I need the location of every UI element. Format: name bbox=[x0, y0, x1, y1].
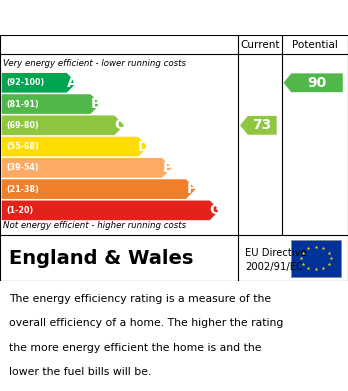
Text: E: E bbox=[163, 161, 172, 175]
Text: 2002/91/EC: 2002/91/EC bbox=[245, 262, 303, 272]
Text: A: A bbox=[67, 76, 78, 90]
Text: (81-91): (81-91) bbox=[6, 100, 39, 109]
Text: England & Wales: England & Wales bbox=[9, 249, 193, 267]
Text: (69-80): (69-80) bbox=[6, 121, 39, 130]
Text: F: F bbox=[187, 182, 196, 196]
Text: The energy efficiency rating is a measure of the: The energy efficiency rating is a measur… bbox=[9, 294, 271, 304]
Text: lower the fuel bills will be.: lower the fuel bills will be. bbox=[9, 367, 151, 377]
Text: 73: 73 bbox=[253, 118, 272, 132]
Text: Not energy efficient - higher running costs: Not energy efficient - higher running co… bbox=[3, 221, 187, 230]
Text: B: B bbox=[90, 97, 101, 111]
Text: (39-54): (39-54) bbox=[6, 163, 39, 172]
Polygon shape bbox=[2, 73, 77, 93]
Text: Potential: Potential bbox=[292, 39, 338, 50]
Polygon shape bbox=[2, 201, 220, 220]
Text: the more energy efficient the home is and the: the more energy efficient the home is an… bbox=[9, 343, 261, 353]
Polygon shape bbox=[2, 179, 196, 199]
Text: (21-38): (21-38) bbox=[6, 185, 39, 194]
Text: C: C bbox=[114, 118, 125, 132]
Text: (1-20): (1-20) bbox=[6, 206, 33, 215]
Text: Current: Current bbox=[240, 39, 280, 50]
Text: (55-68): (55-68) bbox=[6, 142, 39, 151]
Text: Energy Efficiency Rating: Energy Efficiency Rating bbox=[9, 11, 230, 26]
Polygon shape bbox=[240, 116, 277, 135]
Text: overall efficiency of a home. The higher the rating: overall efficiency of a home. The higher… bbox=[9, 319, 283, 328]
Text: (92-100): (92-100) bbox=[6, 78, 45, 87]
Text: 90: 90 bbox=[307, 76, 327, 90]
Text: EU Directive: EU Directive bbox=[245, 248, 307, 258]
Bar bbox=[291, 240, 341, 276]
Polygon shape bbox=[2, 158, 172, 178]
Polygon shape bbox=[2, 94, 100, 114]
Polygon shape bbox=[284, 74, 343, 92]
Text: G: G bbox=[209, 203, 221, 217]
Text: Very energy efficient - lower running costs: Very energy efficient - lower running co… bbox=[3, 59, 187, 68]
Polygon shape bbox=[2, 137, 148, 156]
Polygon shape bbox=[2, 115, 124, 135]
Text: D: D bbox=[138, 140, 149, 154]
